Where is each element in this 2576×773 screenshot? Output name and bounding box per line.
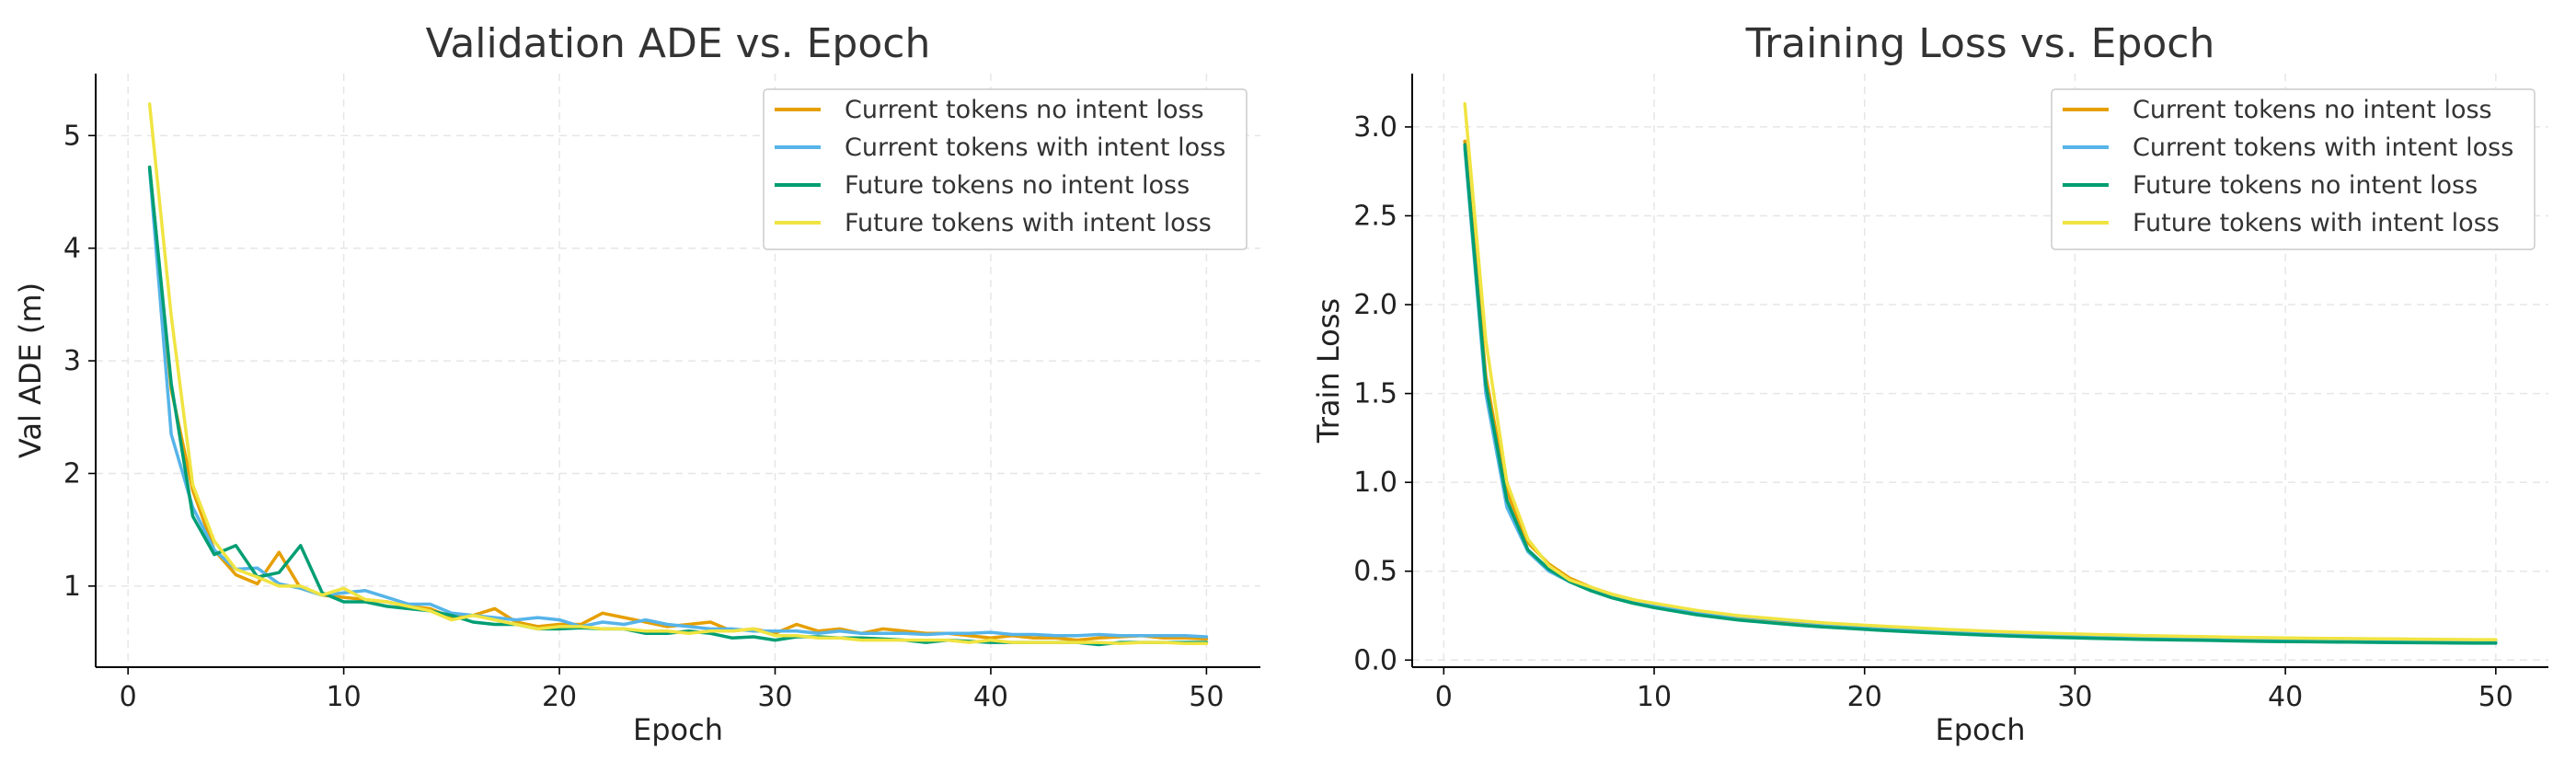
legend-box [2051, 88, 2536, 250]
y-tick-label: 4 [63, 233, 81, 265]
x-tick-label: 0 [120, 681, 137, 713]
legend-label: Current tokens no intent loss [845, 96, 1204, 124]
validation-ade-chart: 0 10 20 30 40 50 1 2 3 4 5 Validation ADE vs. Epoch… [13, 20, 1260, 747]
legend-label: Current tokens with intent loss [845, 133, 1225, 162]
x-tick-label: 30 [757, 681, 792, 713]
x-axis-title: Epoch [633, 712, 723, 747]
y-tick-label: 3 [63, 345, 81, 377]
y-tick-label: 2 [63, 457, 81, 490]
x-tick-label: 40 [973, 681, 1008, 713]
legend-label: Future tokens with intent loss [845, 209, 1212, 237]
y-axis-title: Val ADE (m) [13, 283, 48, 458]
y-tick-label: 3.0 [1353, 111, 1397, 144]
legend: Current tokens no intent loss Current tok… [763, 88, 1248, 250]
series-line-future-tokens-no-intent-loss [1463, 143, 2498, 645]
x-tick-label: 0 [1435, 681, 1453, 713]
y-tick-label: 0.5 [1353, 556, 1397, 588]
legend-label: Future tokens no intent loss [2133, 171, 2478, 200]
y-tick-label: 1.0 [1353, 467, 1397, 499]
x-tick-label: 10 [1637, 681, 1672, 713]
y-tick-label: 1.5 [1353, 378, 1397, 410]
legend-label: Current tokens no intent loss [2133, 96, 2492, 124]
legend: Current tokens no intent loss Current tok… [2051, 88, 2536, 250]
x-tick-label: 30 [2057, 681, 2092, 713]
legend-label: Future tokens no intent loss [845, 171, 1190, 200]
y-axis-title: Train Loss [1311, 298, 1346, 444]
y-tick-label: 5 [63, 120, 81, 152]
legend-label: Current tokens with intent loss [2133, 133, 2513, 162]
series-line-future-tokens-with-intent-loss [147, 102, 1209, 646]
x-tick-label: 40 [2268, 681, 2303, 713]
chart-title: Training Loss vs. Epoch [1745, 20, 2215, 67]
x-axis-title: Epoch [1936, 712, 2026, 747]
chart-title: Validation ADE vs. Epoch [426, 20, 931, 67]
series-line-future-tokens-with-intent-loss [1463, 102, 2498, 641]
x-tick-label: 10 [327, 681, 362, 713]
x-tick-label: 20 [542, 681, 577, 713]
legend-box [763, 88, 1248, 250]
y-tick-label: 1 [63, 571, 81, 603]
x-tick-label: 50 [2478, 681, 2513, 713]
y-tick-label: 2.5 [1353, 200, 1397, 232]
x-tick-label: 20 [1847, 681, 1882, 713]
x-tick-label: 50 [1189, 681, 1224, 713]
y-tick-label: 2.0 [1353, 289, 1397, 321]
training-loss-chart: 0 10 20 30 40 50 0.0 0.5 1.0 1.5 2.0 2.5 3.0 Training… [1311, 20, 2548, 747]
legend-label: Future tokens with intent loss [2133, 209, 2500, 237]
y-tick-label: 0.0 [1353, 644, 1397, 676]
